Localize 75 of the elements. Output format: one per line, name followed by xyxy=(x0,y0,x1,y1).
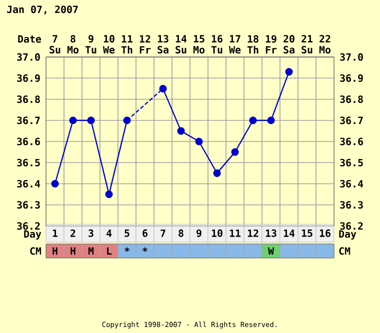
y2-tick-label: 36.5 xyxy=(340,158,363,166)
x2-tick-label: 12 Fr xyxy=(140,35,151,54)
point xyxy=(69,116,77,124)
y-tick-label: 36.9 xyxy=(17,74,40,82)
y-tick-label: 36.6 xyxy=(17,138,40,146)
x2-tick-label: 17 We xyxy=(229,35,241,54)
x-tick-label: 16 xyxy=(320,229,330,237)
x-tick-label: 10 xyxy=(212,229,222,237)
x2-tick-label: 16 Tu xyxy=(211,34,222,54)
point xyxy=(231,148,239,156)
y-tick-label: 36.3 xyxy=(17,201,40,209)
x-axis-title: Day xyxy=(24,230,42,240)
point xyxy=(159,84,167,92)
x2-axis-title: Date xyxy=(18,35,42,43)
y2-tick-label: 36.3 xyxy=(340,201,363,209)
x-tick-label: 14 xyxy=(284,230,295,237)
y-tick-label: 36.7 xyxy=(17,116,40,124)
x-tick-label: 5 xyxy=(124,230,130,237)
x2-tick-label: 8 Mo xyxy=(67,34,79,54)
x2-tick-label: 9 Tu xyxy=(85,35,96,54)
point xyxy=(105,190,113,198)
x2-tick-label: 22 Mo xyxy=(319,34,331,54)
x-tick-label: 2 xyxy=(70,229,76,237)
category-label: L xyxy=(107,247,112,255)
text: CM xyxy=(339,247,350,255)
category-label: H xyxy=(70,247,76,255)
y2-tick-label: 36.7 xyxy=(340,116,363,124)
point xyxy=(195,138,203,146)
x2-tick-label: 13 Sa xyxy=(158,34,168,54)
y-tick-label: 36.2 xyxy=(17,222,40,230)
y2-tick-label: 37.0 xyxy=(340,53,363,61)
x2-tick-label: 11 Th xyxy=(121,35,133,54)
x2-tick-label: 18 Th xyxy=(247,35,258,54)
point xyxy=(177,127,185,135)
y-tick-label: 36.4 xyxy=(17,180,40,188)
text: Day xyxy=(339,230,356,240)
y2-tick-label: 36.8 xyxy=(340,95,363,104)
point xyxy=(249,116,257,124)
category-label: H xyxy=(52,247,58,255)
x-tick-label: 6 xyxy=(142,229,148,237)
x-tick-label: 9 xyxy=(196,229,202,237)
x-tick-label: 11 xyxy=(230,230,241,237)
x-tick-label: 8 xyxy=(178,229,184,237)
point xyxy=(213,169,221,177)
category-label: W xyxy=(268,247,274,255)
x2-tick-label: 19 Fr xyxy=(266,35,277,54)
x2-tick-label: 10 We xyxy=(103,34,115,54)
point xyxy=(123,116,131,124)
x2-tick-label: 21 Su xyxy=(302,34,313,54)
x2-tick-label: 15 Mo xyxy=(193,35,205,54)
y-tick-label: 36.8 xyxy=(17,95,40,104)
y2-tick-label: 36.4 xyxy=(340,180,364,188)
y-tick-label: 37.0 xyxy=(17,53,40,61)
x-tick-label: 15 xyxy=(302,230,312,237)
point xyxy=(267,116,275,124)
chart-title: Jan 07, 2007 xyxy=(7,6,78,14)
point xyxy=(87,116,95,124)
y2-tick-label: 36.6 xyxy=(340,138,363,146)
x2-tick-label: 20 Sa xyxy=(284,34,294,54)
x2-tick-label: 7 Su xyxy=(50,35,60,54)
y-tick-label: 36.5 xyxy=(17,158,40,166)
x-tick-label: 13 xyxy=(266,229,276,237)
category-label: * xyxy=(124,247,130,252)
x2-tick-label: 14 Su xyxy=(176,35,187,54)
category-label: M xyxy=(88,247,94,255)
x-tick-label: 7 xyxy=(160,230,166,237)
y2-tick-label: 36.2 xyxy=(340,222,363,230)
x-tick-label: 4 xyxy=(106,230,112,237)
x-tick-label: 1 xyxy=(52,230,58,237)
point xyxy=(51,180,59,188)
text: CM xyxy=(30,247,42,255)
x-tick-label: 12 xyxy=(248,229,258,237)
x-tick-label: 3 xyxy=(88,229,94,237)
y2-tick-label: 36.9 xyxy=(340,74,363,82)
point xyxy=(285,68,293,76)
